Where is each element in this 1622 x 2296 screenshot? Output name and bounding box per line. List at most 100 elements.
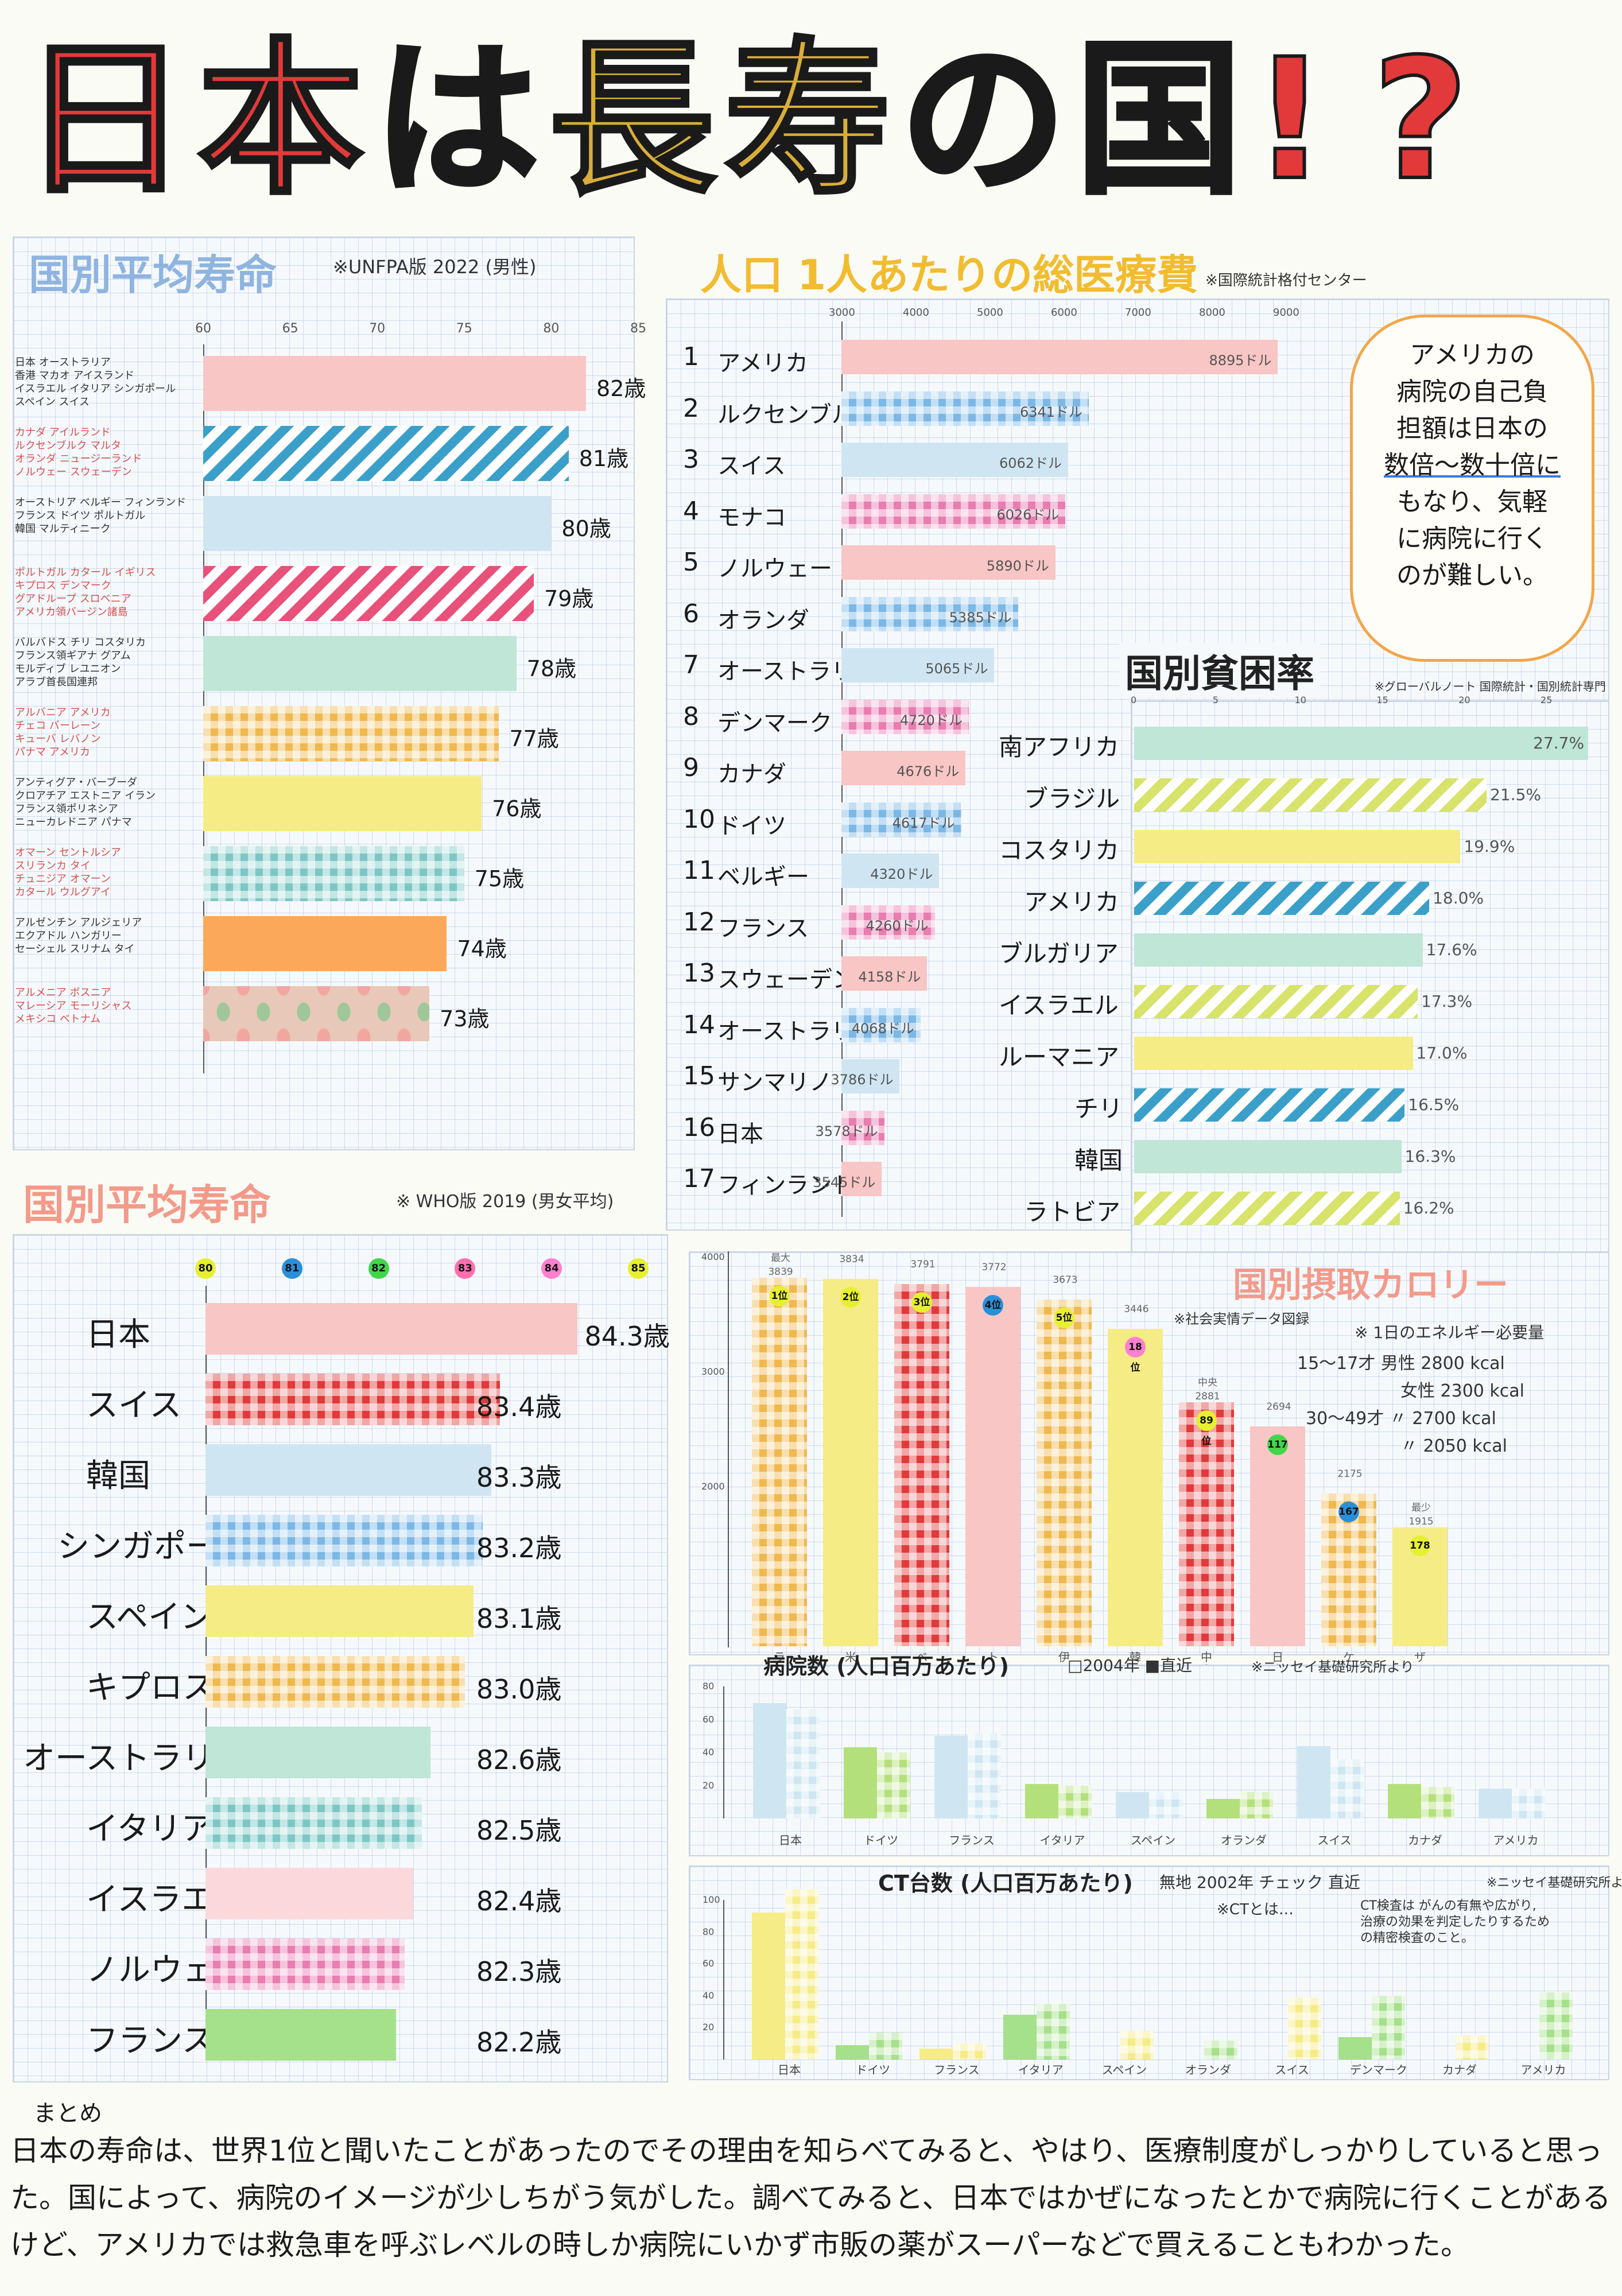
main-title: 日本は長寿の国!? <box>17 22 1613 241</box>
unfpa-country-text: バルバドス チリ コスタリカ <box>15 637 146 649</box>
title-char-0: 日 <box>20 22 190 219</box>
bubble-line-6: に病院に行く <box>1396 524 1548 553</box>
unfpa-country-text: アルゼンチン アルジェリア <box>15 917 142 929</box>
poverty-tick: 25 <box>1540 695 1553 705</box>
poverty-country: チリ <box>1074 1095 1123 1123</box>
unfpa-tick: 65 <box>282 321 298 336</box>
who-value: 83.4歳 <box>476 1391 562 1422</box>
who-value: 82.2歳 <box>476 2027 562 2058</box>
unfpa-bar <box>203 426 569 481</box>
unfpa-tick: 75 <box>456 321 472 336</box>
unfpa-country-text: カナダ アイルランド <box>15 426 111 439</box>
poverty-bar <box>1134 1140 1402 1173</box>
unfpa-country-text: メキシコ ベトナム <box>15 1013 101 1025</box>
unfpa-country-text: アルバニア アメリカ <box>15 707 111 719</box>
hospital-chart-bar-new <box>1512 1789 1545 1818</box>
medical-tick: 6000 <box>1051 307 1077 319</box>
ct-chart-category: ドイツ <box>856 2063 890 2077</box>
who-country: キプロス <box>86 1669 215 1707</box>
who-bar <box>205 2009 396 2061</box>
calorie-rank: 5位 <box>1054 1307 1074 1328</box>
speech-bubble: アメリカの 病院の自己負 担額は日本の 数倍〜数十倍に もなり、気軽 に病院に行… <box>1350 315 1594 662</box>
unfpa-bar-label: 78歳 <box>526 656 577 681</box>
calorie-bar <box>1037 1299 1092 1646</box>
medical-value: 5065ドル <box>925 661 988 677</box>
poverty-country: アメリカ <box>1024 888 1119 916</box>
poverty-tick: 5 <box>1212 695 1219 705</box>
poverty-value: 18.0% <box>1433 889 1484 907</box>
poverty-country: ブラジル <box>1024 785 1120 813</box>
medical-rank: 13 <box>683 959 715 988</box>
hospital-chart-category: スイス <box>1317 1833 1352 1847</box>
medical-title: 人口 1人あたりの総医療費 <box>700 251 1198 299</box>
calorie-top-label: 2175 <box>1337 1468 1363 1480</box>
unfpa-country-text: チュニジア オマーン <box>15 873 111 885</box>
medical-source: ※国際統計格付センター <box>1205 272 1367 289</box>
who-value: 82.6歳 <box>476 1744 562 1775</box>
poverty-value: 16.5% <box>1408 1095 1460 1114</box>
who-country: スイス <box>86 1387 182 1424</box>
unfpa-country-text: オーストリア ベルギー フィンランド <box>15 497 187 509</box>
poverty-country: ブルガリア <box>999 940 1119 968</box>
unfpa-bar-label: 77歳 <box>509 726 559 751</box>
bubble-line-1: アメリカの <box>1410 340 1535 370</box>
medical-tick: 4000 <box>903 307 929 319</box>
unfpa-country-text: スリランカ タイ <box>15 860 91 872</box>
ct-chart-axis <box>723 1900 724 2060</box>
poverty-bar <box>1134 882 1430 915</box>
energy-line-4: 〃 2050 kcal <box>1400 1436 1508 1456</box>
unfpa-tick: 60 <box>195 321 211 336</box>
calorie-top-label: 2694 <box>1266 1401 1291 1413</box>
unfpa-country-text: マレーシア モーリシャス <box>15 1000 132 1012</box>
who-bar <box>205 1727 431 1778</box>
hospital-chart-bar-old <box>1297 1746 1330 1818</box>
medical-country: スウェーデン <box>717 967 855 993</box>
calorie-axis-line <box>728 1251 729 1647</box>
hospital-chart-bar-new <box>877 1752 910 1818</box>
summary-text: 日本の寿命は、世界1位と聞いたことがあったのでその理由を知らべてみると、やはり、… <box>10 2134 1611 2262</box>
medical-rank: 7 <box>683 650 699 680</box>
ct-chart-bar-old <box>1338 2037 1372 2060</box>
calorie-rank: 178 <box>1410 1535 1430 1557</box>
calorie-top-label: 3446 <box>1124 1304 1149 1316</box>
unfpa-country-text: キューバ レバノン <box>15 733 101 745</box>
medical-value: 4320ドル <box>870 866 933 882</box>
medical-value: 5385ドル <box>949 609 1012 626</box>
unfpa-country-text: チェコ バーレーン <box>15 720 100 732</box>
medical-bar <box>841 1059 900 1093</box>
medical-rank: 16 <box>683 1112 715 1142</box>
poverty-country: ラトビア <box>1024 1198 1121 1226</box>
medical-rank: 6 <box>683 599 699 629</box>
medical-bar <box>841 494 1066 529</box>
ct-chart-bar-old <box>836 2045 869 2060</box>
medical-rank: 17 <box>683 1164 715 1193</box>
ct-chart-bar-new <box>1372 1995 1405 2060</box>
who-bar <box>205 1938 405 1990</box>
who-tick: 85 <box>628 1258 649 1279</box>
poverty-value: 17.0% <box>1416 1044 1468 1062</box>
medical-value: 8895ドル <box>1209 352 1272 369</box>
medical-value: 4158ドル <box>858 969 921 985</box>
unfpa-bar-label: 73歳 <box>440 1006 490 1031</box>
who-bar <box>205 1585 474 1637</box>
poverty-country: ルーマニア <box>999 1043 1120 1071</box>
unfpa-country-text: アルメニア ボスニア <box>15 987 111 999</box>
ct-chart-category: 日本 <box>778 2063 801 2077</box>
calorie-rank: 117 <box>1267 1434 1288 1456</box>
medical-value: 4617ドル <box>892 815 955 831</box>
unfpa-bar <box>203 916 447 971</box>
unfpa-bar-label: 74歳 <box>457 936 507 961</box>
medical-country: サンマリノ <box>717 1069 832 1096</box>
unfpa-country-text: セーシェル スリナム タイ <box>15 943 135 955</box>
poverty-value: 17.6% <box>1426 940 1477 959</box>
energy-line-1: 15〜17才 男性 2800 kcal <box>1297 1353 1505 1374</box>
medical-bar <box>841 854 940 888</box>
calorie-rank: 4位 <box>983 1294 1003 1316</box>
hospital-chart-ytick: 40 <box>703 1747 715 1758</box>
ct-chart-bar-new <box>869 2032 902 2060</box>
calorie-ytick-4000: 4000 <box>701 1251 725 1262</box>
unfpa-country-text: オランダ ニュージーランド <box>15 453 142 465</box>
poverty-bar <box>1134 1192 1400 1225</box>
medical-bar <box>841 751 966 785</box>
ct-chart-category: カナダ <box>1442 2063 1477 2077</box>
